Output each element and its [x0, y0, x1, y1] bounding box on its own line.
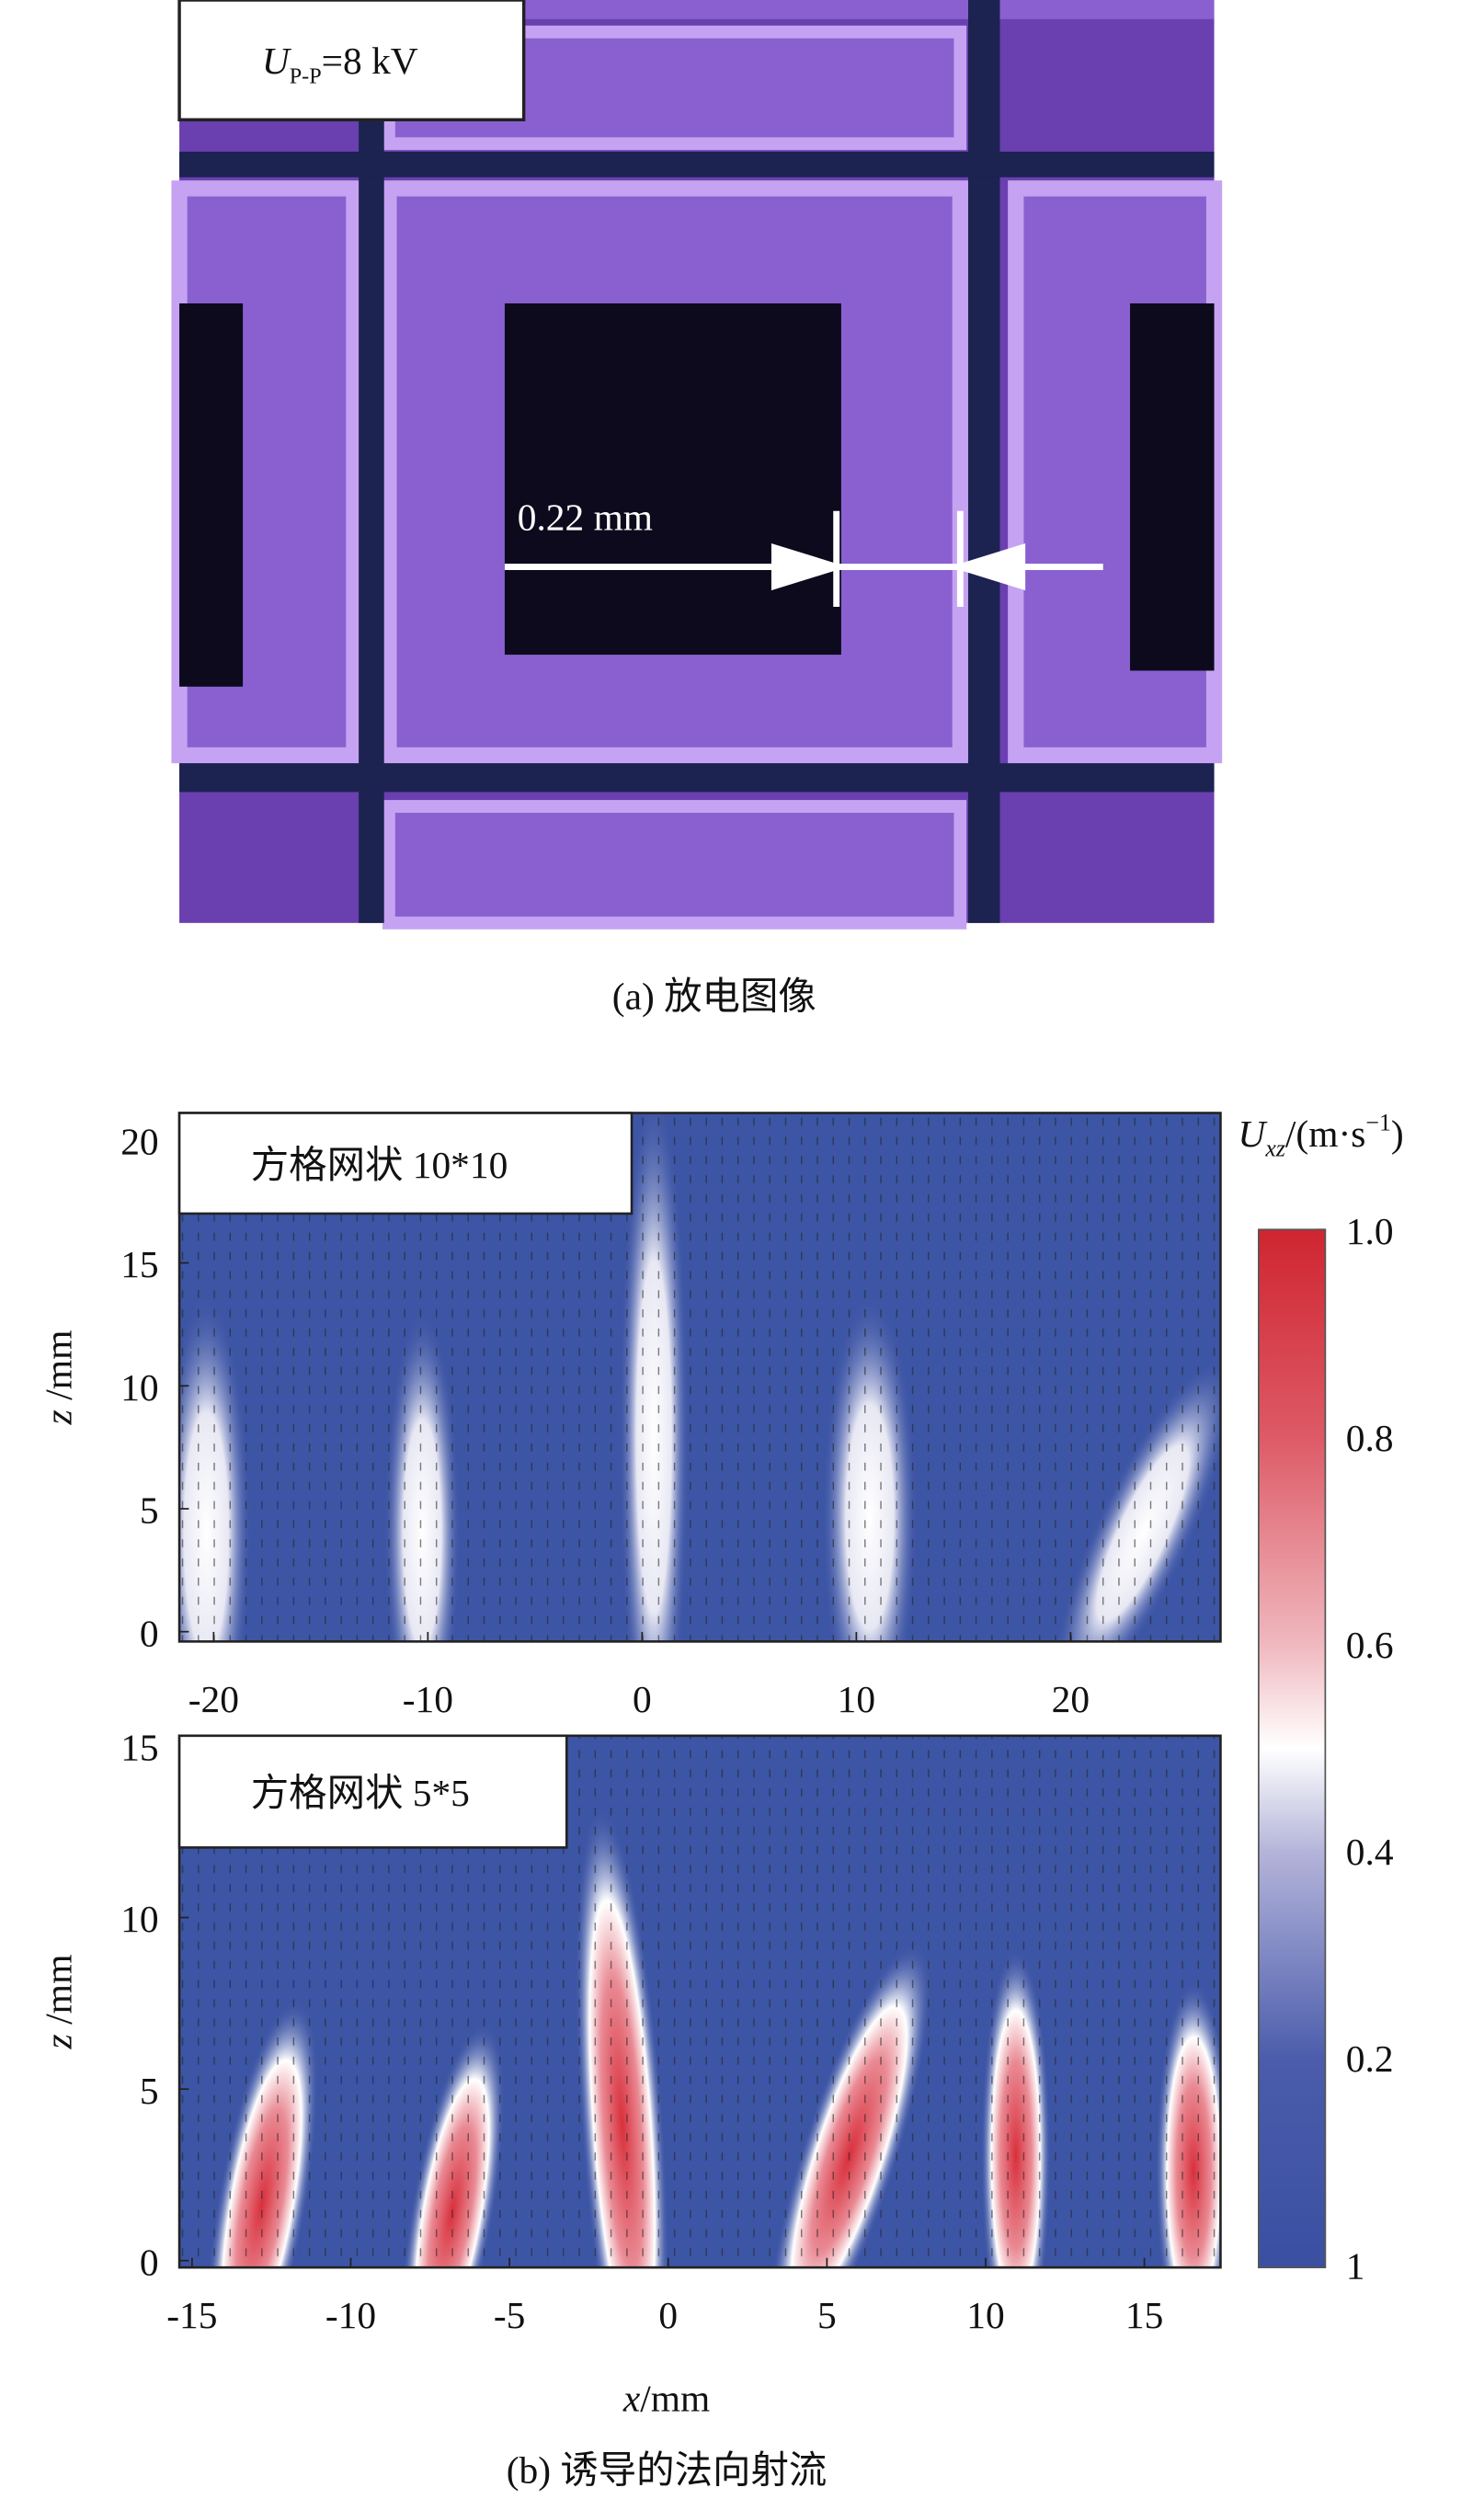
x-tick-label: -5 [494, 2294, 526, 2336]
x-tick-label: -10 [325, 2294, 376, 2336]
caption-a: (a) 放电图像 [612, 976, 816, 1019]
symbol: z [38, 2034, 80, 2049]
colorbar-tick-label: 1 [1346, 2244, 1365, 2287]
colorbar-tick-label: 1.0 [1346, 1210, 1394, 1252]
symbol: U [1238, 1113, 1268, 1155]
y-tick-label: 5 [140, 1489, 159, 1532]
y-tick-label: 15 [120, 1243, 158, 1285]
caption-b: (b) 诱导的法向射流 [507, 2449, 828, 2493]
x-tick-label: -20 [188, 1678, 239, 1720]
y-axis-label: z /mm [38, 1329, 80, 1425]
rest: /(m·s [1285, 1113, 1365, 1156]
end: ) [1391, 1113, 1404, 1156]
contour-top [179, 1113, 1221, 1642]
plot-frame [177, 1112, 1222, 1643]
plot-label: 方格网状 10*10 [251, 1144, 508, 1186]
colorbar-tick-label: 0.2 [1346, 2037, 1394, 2080]
colorbar [1258, 1228, 1327, 2269]
rest: /mm [38, 1329, 80, 1409]
voltage-label: UP-P=8 kV [262, 40, 418, 89]
x-tick-label: 5 [817, 2294, 837, 2336]
plot-label: 方格网状 5*5 [251, 1772, 470, 1814]
y-tick-label: 0 [140, 2241, 159, 2283]
discharge-photo [171, 0, 1223, 930]
symbol: U [262, 40, 292, 82]
y-tick-label: 0 [140, 1612, 159, 1654]
contour-bottom [179, 1735, 1221, 2268]
x-tick-label: 15 [1125, 2294, 1163, 2336]
subscript: xz [1264, 1135, 1285, 1161]
x-axis-label: x/mm [622, 2377, 710, 2419]
x-tick-label: 0 [658, 2294, 678, 2336]
x-tick-label: 20 [1052, 1678, 1090, 1720]
symbol: z [38, 1409, 80, 1425]
rest: /mm [640, 2377, 710, 2419]
superscript: −1 [1365, 1110, 1391, 1136]
x-tick-label: -15 [166, 2294, 217, 2336]
x-tick-label: -10 [403, 1678, 453, 1720]
scale-bar [504, 510, 1103, 607]
y-tick-label: 15 [120, 1727, 158, 1769]
rest: =8 kV [322, 40, 418, 82]
y-tick-label: 10 [120, 1366, 158, 1409]
colorbar-tick-label: 0.6 [1346, 1624, 1394, 1666]
label-box [177, 1734, 568, 1849]
x-tick-label: 10 [966, 2294, 1004, 2336]
x-tick-label: 10 [838, 1678, 875, 1720]
plot-frame [177, 1734, 1222, 2269]
rest: /mm [38, 1954, 80, 2034]
colorbar-tick-label: 0.8 [1346, 1417, 1394, 1459]
subscript: P-P [290, 63, 322, 88]
label-box [177, 1112, 634, 1215]
scale-label: 0.22 mm [518, 496, 653, 538]
colorbar-tick-label: 0.4 [1346, 1831, 1394, 1873]
label-box [177, 0, 526, 121]
y-axis-label: z /mm [38, 1954, 80, 2049]
symbol: x [622, 2377, 641, 2419]
colorbar-title: Uxz/(m·s−1) [1238, 1110, 1403, 1162]
y-tick-label: 20 [120, 1120, 158, 1162]
x-tick-label: 0 [633, 1678, 652, 1720]
y-tick-label: 10 [120, 1898, 158, 1940]
y-tick-label: 5 [140, 2070, 159, 2112]
